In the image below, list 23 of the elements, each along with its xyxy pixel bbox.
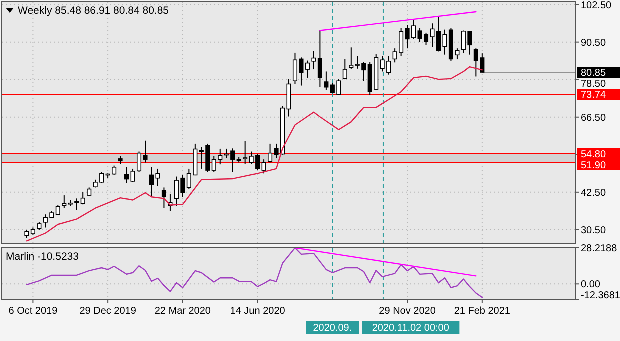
y-tick-label: 42.50	[581, 188, 606, 199]
x-tick-label: 14 Jun 2020	[230, 306, 286, 317]
annotation: 80.85	[581, 68, 606, 80]
chart-title: Marlin -10.5233	[6, 251, 80, 263]
chart-title: Weekly 85.48 86.91 80.84 80.85	[18, 5, 170, 17]
y-tick-label: 66.50	[581, 112, 606, 124]
y-tick-label: 78.50	[581, 79, 606, 90]
y-tick-label: 90.50	[581, 38, 606, 49]
ref-line-label: 73.74	[581, 90, 606, 102]
x-tick-label: 22 Mar 2020	[154, 306, 212, 317]
ref-line-label: 2020.11.02 00:00	[372, 323, 450, 334]
ref-line-label: 54.80	[581, 149, 606, 160]
ref-line-label: 51.90	[581, 160, 606, 172]
y-tick-label: 102.50	[581, 0, 612, 12]
x-tick-label: 21 Feb 2021	[454, 306, 511, 317]
y-tick-label: 0.00	[581, 280, 601, 290]
x-tick-label: 29 Dec 2019	[80, 306, 137, 317]
ref-line-label: 2020.09.	[313, 323, 352, 334]
x-tick-label: 29 Nov 2020	[379, 306, 436, 317]
x-tick-label: 6 Oct 2019	[8, 306, 58, 317]
y-tick-label: -12.3681	[581, 290, 620, 302]
y-tick-label: 28.2188	[581, 244, 618, 254]
y-tick-label: 30.50	[581, 225, 606, 236]
